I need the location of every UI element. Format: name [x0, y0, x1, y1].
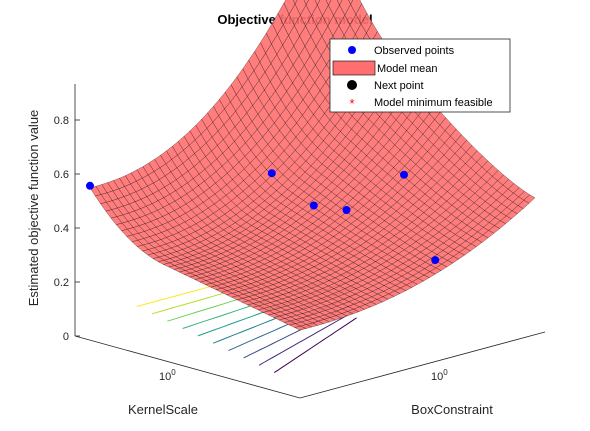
z-axis-label: Estimated objective function value: [26, 110, 41, 307]
legend-box: [329, 38, 511, 113]
legend-marker-minimum: *: [349, 96, 354, 111]
observed-point: [267, 169, 276, 178]
legend-swatch-model-mean: [332, 60, 376, 76]
legend-marker-observed: [348, 46, 356, 54]
z-tick-label: 0.2: [54, 277, 69, 289]
z-tick-label: 0.6: [54, 169, 69, 181]
legend: Observed points Model mean Next point * …: [329, 38, 511, 113]
legend-entry-next: Next point: [374, 80, 424, 92]
observed-point: [342, 206, 351, 214]
y-axis-line: [299, 331, 546, 399]
contour-line: [273, 317, 357, 374]
x-axis-line: [74, 335, 301, 399]
contour-line: [258, 309, 357, 366]
y-tick-label: 100: [431, 368, 448, 383]
surface-patch: [294, 325, 307, 331]
legend-entry-observed: Observed points: [374, 45, 455, 57]
observed-points: [86, 169, 440, 265]
z-tick-label: 0.8: [54, 115, 69, 127]
y-axis-label: BoxConstraint: [411, 402, 493, 417]
observed-point: [309, 201, 318, 210]
z-tick-label: 0.4: [54, 223, 69, 235]
legend-entry-minimum: Model minimum feasible: [374, 97, 493, 109]
x-tick-label: 100: [159, 368, 176, 383]
axes: 0 0.2 0.4 0.6 0.8: [54, 84, 546, 399]
x-axis-label: KernelScale: [128, 402, 198, 417]
legend-marker-next: [347, 80, 357, 90]
observed-point: [86, 181, 94, 190]
legend-entry-model-mean: Model mean: [377, 63, 438, 75]
z-tick-label: 0: [63, 331, 69, 343]
observed-point: [400, 170, 408, 179]
observed-point: [431, 256, 440, 265]
